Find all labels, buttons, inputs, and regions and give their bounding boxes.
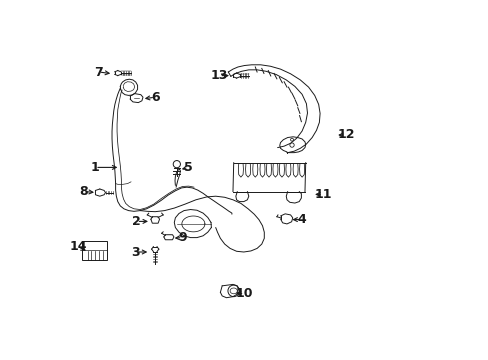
Text: 11: 11: [314, 188, 331, 201]
Text: 6: 6: [151, 91, 159, 104]
Text: 13: 13: [210, 69, 227, 82]
Text: 5: 5: [184, 161, 193, 174]
Text: 7: 7: [94, 66, 103, 78]
Bar: [82, 241, 107, 260]
Text: 1: 1: [91, 161, 99, 174]
Text: 10: 10: [235, 287, 253, 300]
Text: 3: 3: [131, 246, 140, 258]
Text: 2: 2: [132, 215, 141, 228]
Text: 8: 8: [79, 185, 88, 198]
Text: 12: 12: [337, 129, 354, 141]
Text: 14: 14: [69, 240, 86, 253]
Text: 4: 4: [297, 213, 306, 226]
Text: 9: 9: [178, 231, 186, 244]
